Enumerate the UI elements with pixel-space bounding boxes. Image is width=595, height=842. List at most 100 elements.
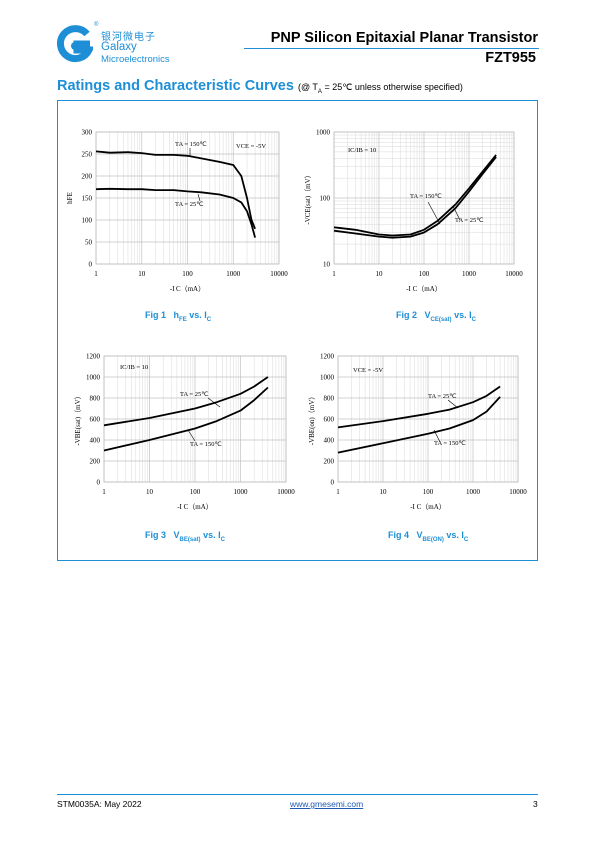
logo-name-microelectronics: Microelectronics: [101, 54, 170, 65]
y-tick-label: 400: [90, 437, 101, 445]
y-tick-label: 800: [90, 395, 101, 403]
chart-annotation: TA = 150℃: [434, 440, 466, 447]
chart-hfe-vs-ic: 1 10 100 1000 10000 0 50 100 150 200 250 300 -I C（mA…: [66, 129, 288, 294]
x-axis-label: -I C（mA）: [170, 285, 205, 293]
chart-annotation: TA = 25℃: [428, 393, 457, 400]
y-tick-label: 600: [90, 416, 101, 424]
annotation-leader-line: [447, 399, 459, 409]
x-tick-label: 10: [138, 270, 146, 278]
document-title: PNP Silicon Epitaxial Planar Transistor: [270, 30, 538, 46]
registered-mark: ®: [94, 22, 99, 28]
caption-fig4: Fig 4 VBE(ON) vs. IC: [388, 530, 468, 543]
plot-border: [333, 131, 515, 265]
chart-annotation: VCE = -5V: [236, 143, 266, 150]
caption-a: V: [424, 310, 431, 320]
x-tick-label: 10: [376, 270, 384, 278]
series-line-b: [95, 187, 256, 238]
x-tick-label: 1000: [462, 270, 477, 278]
y-tick-label: 200: [324, 458, 335, 466]
section-condition: (@ TA = 25℃ unless otherwise specified): [297, 82, 463, 95]
caption-fig-label: Fig 3: [145, 530, 167, 540]
caption-fig2: Fig 2 VCE(sat) vs. IC: [396, 310, 476, 323]
x-tick-label: 1: [336, 488, 340, 496]
chart-vbesat-vs-ic: 1 10 100 1000 10000 0 200 400 600 800 1000 1200 -I C…: [74, 353, 295, 512]
y-axis-label: -VBE(on)（mV）: [308, 393, 316, 446]
y-tick-label: 0: [97, 479, 101, 487]
y-tick-label: 100: [320, 195, 331, 203]
series-line-a: [95, 150, 256, 230]
caption-fig-label: Fig 2: [396, 310, 418, 320]
x-axis-label: -I C（mA）: [410, 503, 446, 511]
company-logo: ® 银河微电子 Galaxy Microelectronics: [57, 22, 197, 72]
plot-border: [103, 355, 287, 483]
caption-b: vs. I: [200, 530, 221, 540]
annotation-leader-line: [187, 429, 196, 442]
caption-fig-label: Fig 1: [145, 310, 167, 320]
series-line-a: [103, 376, 269, 427]
logo-name-galaxy: Galaxy: [101, 41, 137, 53]
x-tick-label: 100: [419, 270, 430, 278]
y-tick-label: 300: [82, 129, 93, 137]
footer-website-link[interactable]: www.gmesemi.com: [290, 799, 364, 809]
chart-annotation: TA = 25℃: [180, 391, 209, 398]
chart-annotation: IC/IB = 10: [120, 364, 148, 371]
y-tick-label: 200: [82, 173, 93, 181]
caption-a-sub: FE: [179, 316, 187, 323]
series-line-a: [333, 154, 497, 237]
y-tick-label: 0: [331, 479, 335, 487]
x-tick-label: 100: [190, 488, 201, 496]
y-axis-label: -VCE(sat)（mV）: [304, 171, 312, 224]
caption-b-sub: C: [220, 536, 225, 543]
annotation-leader-line: [452, 205, 461, 221]
caption-a-sub: CE(sat): [430, 316, 452, 323]
x-tick-label: 1000: [466, 488, 481, 496]
caption-b-sub: C: [471, 316, 476, 323]
y-tick-label: 1000: [86, 374, 101, 382]
annotation-leader-line: [433, 429, 441, 443]
annotation-leader-line: [197, 193, 201, 202]
x-tick-label: 10: [146, 488, 154, 496]
caption-b-sub: C: [206, 316, 212, 323]
chart-annotation: TA = 150℃: [175, 141, 207, 148]
y-tick-label: 0: [89, 261, 93, 269]
footer-rule: [57, 794, 538, 795]
y-tick-label: 200: [90, 458, 101, 466]
x-tick-label: 1: [102, 488, 106, 496]
x-tick-label: 10: [380, 488, 388, 496]
x-tick-label: 10000: [509, 488, 527, 496]
caption-a: V: [173, 530, 180, 540]
caption-a-sub: BE(ON): [422, 536, 444, 543]
y-tick-label: 1200: [320, 353, 335, 361]
part-number: FZT955: [485, 50, 536, 66]
chart-annotation: TA = 25℃: [455, 217, 484, 224]
plot-border: [95, 131, 280, 265]
section-heading: Ratings and Characteristic Curves (@ TA …: [57, 78, 463, 95]
galaxy-logo-icon: [57, 25, 93, 63]
cond-post: = 25℃ unless otherwise specified): [321, 82, 463, 92]
x-axis-label: -I C（mA）: [177, 503, 213, 511]
series-line-b: [103, 386, 269, 452]
caption-b: vs. I: [186, 310, 207, 320]
y-tick-label: 600: [324, 416, 335, 424]
series-line-b: [337, 396, 501, 454]
caption-b: vs. I: [443, 530, 464, 540]
x-tick-label: 10000: [277, 488, 295, 496]
plot-border: [337, 355, 519, 483]
y-tick-label: 1200: [86, 353, 101, 361]
x-axis-label: -I C（mA）: [406, 285, 442, 293]
annotation-leader-line: [427, 201, 441, 225]
x-tick-label: 10000: [505, 270, 523, 278]
series-line-a: [337, 385, 501, 429]
caption-b-sub: C: [463, 536, 469, 543]
caption-a: V: [416, 530, 423, 540]
x-tick-label: 1: [332, 270, 336, 278]
x-tick-label: 1000: [226, 270, 241, 278]
y-tick-label: 50: [85, 239, 93, 247]
y-tick-label: 150: [82, 195, 93, 203]
caption-fig-label: Fig 4: [388, 530, 410, 540]
x-tick-label: 100: [182, 270, 193, 278]
cond-pre: (@ T: [297, 82, 318, 92]
chart-annotation: TA = 150℃: [190, 441, 222, 448]
caption-fig3: Fig 3 VBE(sat) vs. IC: [145, 530, 225, 543]
